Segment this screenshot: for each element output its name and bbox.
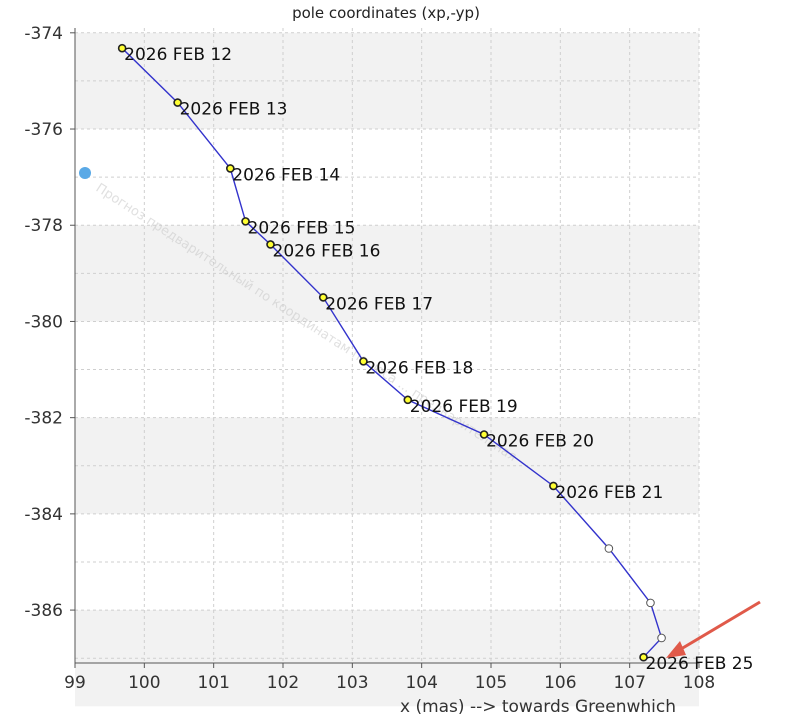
point-label: 2026 FEB 15 (248, 218, 356, 238)
data-point (639, 652, 648, 662)
point-label: 2026 FEB 25 (646, 654, 754, 674)
point-label: 2026 FEB 12 (124, 45, 232, 65)
data-point (318, 293, 328, 302)
x-tick-label: 104 (405, 673, 437, 693)
annotations (79, 167, 761, 658)
point-label: 2026 FEB 13 (180, 100, 288, 120)
y-tick-label: -384 (24, 505, 63, 525)
chart-title: pole coordinates (xp,-yp) (292, 4, 480, 22)
point-label: 2026 FEB 21 (555, 483, 663, 503)
data-points (117, 43, 666, 662)
x-axis-label: x (mas) --> towards Greenwhich (400, 697, 676, 717)
data-point (657, 633, 666, 643)
point-label: 2026 FEB 17 (325, 294, 433, 314)
point-labels: 2026 FEB 12 2026 FEB 13 2026 FEB 14 2026 FE… (124, 45, 753, 674)
data-point (479, 430, 489, 439)
y-tick-label: -382 (24, 409, 63, 429)
x-tick-label: 105 (475, 673, 507, 693)
data-point (549, 481, 558, 491)
y-tick-label: -374 (24, 24, 63, 44)
point-label: 2026 FEB 19 (410, 397, 518, 417)
data-point (646, 598, 655, 608)
data-point (117, 43, 127, 53)
data-point (241, 217, 250, 226)
arrow-annotation-icon (675, 600, 761, 654)
data-point (266, 240, 275, 249)
point-label: 2026 FEB 14 (232, 165, 340, 185)
x-tick-label: 100 (128, 673, 160, 693)
axes (74, 28, 699, 664)
data-point (226, 164, 235, 173)
point-label: 2026 FEB 16 (273, 241, 381, 261)
y-tick-label: -378 (24, 216, 63, 236)
grid-lines (74, 28, 700, 663)
x-tick-label: 99 (64, 673, 86, 693)
x-tick-label: 103 (336, 673, 368, 693)
data-point (403, 395, 413, 405)
info-marker-icon[interactable] (79, 167, 91, 179)
series-line (121, 47, 663, 658)
y-tick-label: -376 (24, 120, 63, 140)
x-tick-label: 101 (197, 673, 229, 693)
point-label: 2026 FEB 20 (486, 431, 594, 451)
x-tick-label: 102 (267, 673, 299, 693)
data-point (173, 98, 182, 107)
x-tick-label: 106 (544, 673, 576, 693)
arrow-head-icon (666, 641, 686, 658)
x-tick-label: 107 (613, 673, 645, 693)
point-label: 2026 FEB 18 (365, 358, 473, 378)
tick-labels: 99 100 101 102 103 104 105 106 107 108 -374 -376 -37… (24, 24, 715, 693)
x-tick-label: 108 (683, 673, 715, 693)
y-tick-label: -380 (24, 312, 63, 332)
pole-path-line (121, 47, 663, 658)
y-tick-label: -386 (24, 601, 63, 621)
data-point (359, 357, 368, 366)
data-point (604, 544, 614, 553)
